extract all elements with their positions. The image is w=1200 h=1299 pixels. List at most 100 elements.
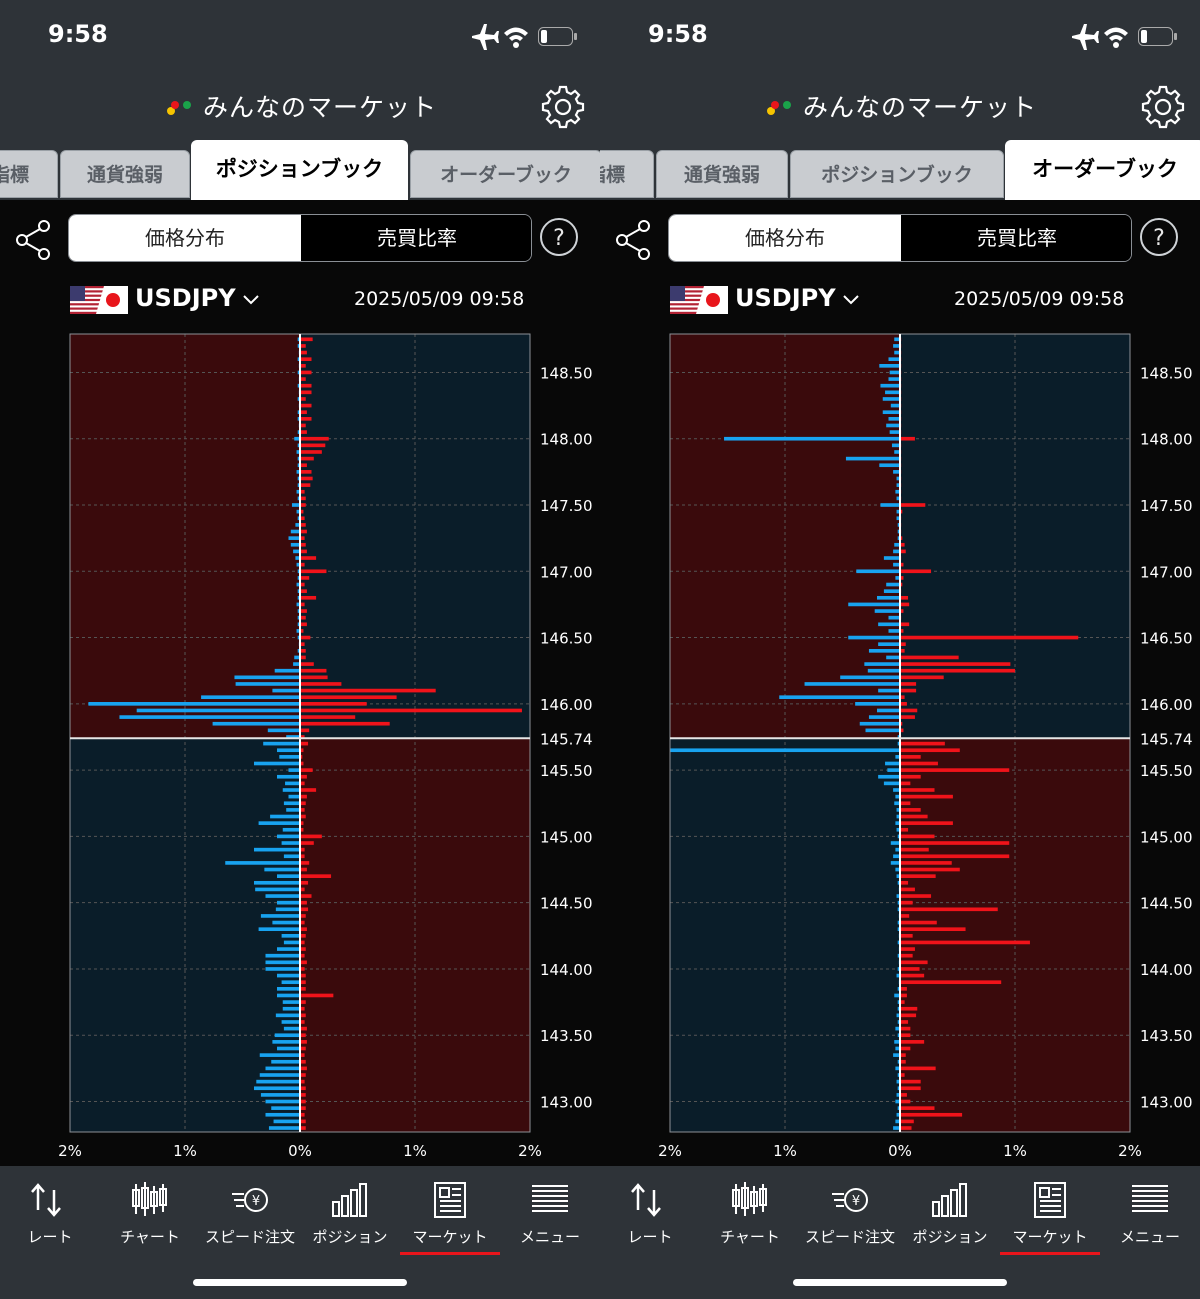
tab-2[interactable]: ポジションブック <box>191 140 408 200</box>
sell-bar <box>300 728 310 733</box>
buy-bar <box>277 900 300 905</box>
buy-bar <box>897 927 900 932</box>
y-tick-label: 147.00 <box>1140 563 1193 581</box>
x-tick-label: 2% <box>518 1142 542 1160</box>
sell-bar <box>900 595 909 600</box>
sell-bar <box>300 755 303 759</box>
nav-item-0[interactable]: レート <box>0 1176 100 1256</box>
buy-bar <box>894 350 900 355</box>
sell-bar <box>900 967 920 971</box>
sell-bar <box>300 562 305 567</box>
buy-bar <box>265 1112 300 1117</box>
current-price-label: 145.74 <box>540 730 593 748</box>
tab-3[interactable]: オーダーブック <box>1005 140 1200 200</box>
buy-bar <box>724 436 900 441</box>
currency-pair[interactable]: USDJPY <box>735 284 836 312</box>
segment-price-distribution[interactable]: 価格分布 <box>669 215 901 261</box>
home-indicator[interactable] <box>793 1279 1007 1286</box>
settings-gear-icon[interactable] <box>1140 84 1186 130</box>
buy-bar <box>136 708 300 713</box>
nav-item-3[interactable]: ポジション <box>300 1176 400 1256</box>
buy-bar <box>119 715 300 719</box>
status-icons <box>1070 22 1180 52</box>
help-button[interactable]: ? <box>540 218 578 256</box>
sell-bar <box>900 1099 911 1104</box>
sell-bar <box>300 489 305 494</box>
sell-bar <box>300 549 307 554</box>
nav-item-2[interactable]: ¥ スピード注文 <box>800 1176 900 1256</box>
buy-bar <box>896 483 900 487</box>
y-tick-label: 145.00 <box>540 828 593 846</box>
sell-bar <box>900 682 917 686</box>
buy-bar <box>288 794 300 799</box>
buy-bar <box>897 1073 900 1077</box>
share-icon[interactable] <box>614 218 654 262</box>
share-icon[interactable] <box>14 218 54 262</box>
app-logo <box>763 95 795 117</box>
buy-bar <box>265 953 300 958</box>
sell-bar <box>900 834 935 839</box>
sell-bar <box>300 350 307 355</box>
buy-bar <box>286 808 300 812</box>
tab-0[interactable]: 指標 <box>0 150 58 198</box>
battery-icon <box>538 27 577 46</box>
segment-buy-sell-ratio[interactable]: 売買比率 <box>901 215 1131 261</box>
tab-0[interactable]: 指標 <box>600 150 654 198</box>
buy-bar <box>894 993 900 998</box>
buy-bar <box>895 489 900 494</box>
tab-1[interactable]: 通貨強弱 <box>60 150 190 198</box>
sell-bar <box>300 847 305 852</box>
buy-bar <box>274 668 300 673</box>
sell-bar <box>300 887 305 892</box>
app-header: みんなのマーケット <box>600 72 1200 140</box>
home-indicator[interactable] <box>193 1279 407 1286</box>
sell-bar <box>900 953 913 958</box>
sell-bar <box>900 933 913 938</box>
nav-item-3[interactable]: ポジション <box>900 1176 1000 1256</box>
segment-price-distribution[interactable]: 価格分布 <box>69 215 301 261</box>
tab-3[interactable]: オーダーブック <box>410 150 600 198</box>
sell-bar <box>300 748 304 753</box>
help-button[interactable]: ? <box>1140 218 1178 256</box>
sell-bar <box>300 927 307 932</box>
sell-bar <box>300 801 306 806</box>
buy-bar <box>277 973 300 978</box>
tab-2[interactable]: ポジションブック <box>790 150 1004 198</box>
buy-bar <box>282 827 300 832</box>
buy-bar <box>275 907 300 912</box>
y-tick-label: 148.50 <box>1140 364 1193 382</box>
nav-item-1[interactable]: チャート <box>100 1176 200 1256</box>
buy-bar <box>882 410 900 415</box>
buy-bar <box>288 768 300 772</box>
sell-bar <box>300 357 312 362</box>
nav-item-1[interactable]: チャート <box>700 1176 800 1256</box>
us-jp-flag-icon <box>670 286 728 314</box>
sell-bar <box>300 635 311 640</box>
nav-item-5[interactable]: メニュー <box>500 1176 600 1256</box>
tab-1[interactable]: 通貨強弱 <box>656 150 788 198</box>
chevron-down-icon[interactable] <box>842 292 860 306</box>
buy-bar <box>296 562 300 567</box>
sell-bar <box>300 682 342 686</box>
sell-bar <box>900 987 907 991</box>
y-tick-label: 144.00 <box>540 961 593 979</box>
nav-item-4[interactable]: マーケット <box>1000 1176 1100 1256</box>
sell-bar <box>900 1033 911 1038</box>
nav-item-4[interactable]: マーケット <box>400 1176 500 1256</box>
buy-bar <box>895 755 900 759</box>
sell-bar <box>900 827 909 832</box>
buy-bar <box>293 662 300 666</box>
buy-bar <box>290 542 300 547</box>
chevron-down-icon[interactable] <box>242 292 260 306</box>
sell-bar <box>900 940 1030 945</box>
nav-item-5[interactable]: メニュー <box>1100 1176 1200 1256</box>
segment-buy-sell-ratio[interactable]: 売買比率 <box>301 215 531 261</box>
nav-item-0[interactable]: レート <box>600 1176 700 1256</box>
buy-bar <box>896 496 900 501</box>
settings-gear-icon[interactable] <box>540 84 586 130</box>
y-tick-label: 147.50 <box>1140 497 1193 515</box>
sell-bar <box>300 1059 306 1064</box>
nav-item-2[interactable]: ¥ スピード注文 <box>200 1176 300 1256</box>
currency-pair[interactable]: USDJPY <box>135 284 236 312</box>
